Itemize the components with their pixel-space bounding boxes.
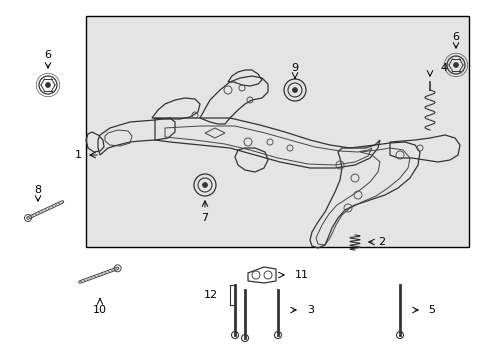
Bar — [86, 16, 468, 247]
Text: 10: 10 — [93, 305, 107, 315]
Text: 3: 3 — [306, 305, 313, 315]
Circle shape — [292, 87, 297, 93]
Text: 12: 12 — [203, 290, 218, 300]
Text: 5: 5 — [427, 305, 434, 315]
Circle shape — [452, 63, 458, 68]
Text: 9: 9 — [291, 63, 298, 73]
Circle shape — [45, 82, 50, 87]
Text: 4: 4 — [439, 63, 446, 73]
Text: 2: 2 — [378, 237, 385, 247]
Text: 1: 1 — [74, 150, 81, 160]
Text: 6: 6 — [451, 32, 459, 42]
Text: 11: 11 — [294, 270, 308, 280]
Circle shape — [202, 183, 207, 188]
Text: 7: 7 — [201, 213, 208, 223]
Text: 8: 8 — [34, 185, 41, 195]
Text: 6: 6 — [44, 50, 51, 60]
